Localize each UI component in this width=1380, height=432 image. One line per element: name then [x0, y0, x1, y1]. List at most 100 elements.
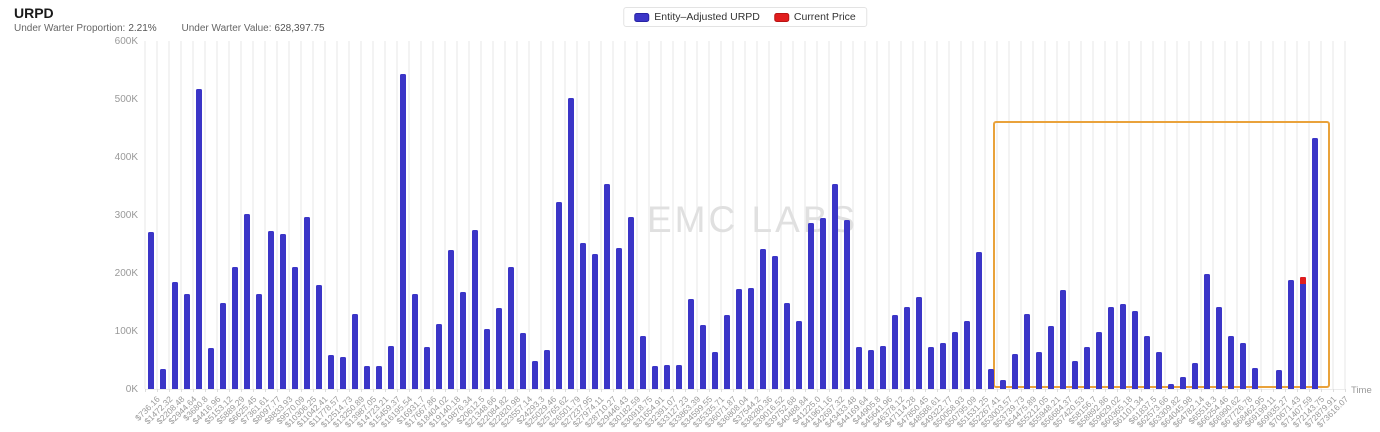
- urpd-bar[interactable]: [232, 267, 238, 389]
- urpd-bar[interactable]: [1240, 343, 1246, 389]
- urpd-bar[interactable]: [1000, 380, 1006, 389]
- urpd-bar[interactable]: [244, 213, 250, 389]
- urpd-bar[interactable]: [1084, 346, 1090, 389]
- urpd-bar[interactable]: [640, 336, 646, 389]
- urpd-bar[interactable]: [580, 243, 586, 389]
- urpd-bar[interactable]: [988, 369, 994, 389]
- urpd-bar[interactable]: [1216, 307, 1222, 389]
- urpd-bar[interactable]: [220, 303, 226, 389]
- urpd-bar[interactable]: [496, 307, 502, 389]
- urpd-bar[interactable]: [256, 294, 262, 389]
- urpd-bar[interactable]: [388, 345, 394, 389]
- urpd-bar[interactable]: [796, 320, 802, 389]
- urpd-bar[interactable]: [1108, 307, 1114, 389]
- urpd-bar[interactable]: [364, 365, 370, 389]
- urpd-bar[interactable]: [340, 357, 346, 389]
- urpd-bar[interactable]: [148, 232, 154, 389]
- urpd-bar[interactable]: [724, 315, 730, 389]
- urpd-bar[interactable]: [808, 222, 814, 389]
- urpd-bar[interactable]: [1168, 384, 1174, 389]
- urpd-bar[interactable]: [1228, 336, 1234, 389]
- urpd-bar[interactable]: [856, 346, 862, 389]
- urpd-bar[interactable]: [928, 346, 934, 389]
- urpd-bar[interactable]: [616, 248, 622, 389]
- urpd-bar[interactable]: [868, 349, 874, 389]
- urpd-bar[interactable]: [904, 306, 910, 389]
- legend-item-entity-adjusted-urpd[interactable]: Entity–Adjusted URPD: [634, 11, 760, 23]
- urpd-bar[interactable]: [892, 315, 898, 389]
- urpd-bar[interactable]: [508, 267, 514, 389]
- urpd-bar[interactable]: [688, 299, 694, 389]
- urpd-bar[interactable]: [1300, 277, 1306, 389]
- urpd-bar[interactable]: [652, 366, 658, 389]
- urpd-bar[interactable]: [844, 219, 850, 389]
- urpd-bar[interactable]: [1192, 363, 1198, 389]
- urpd-bar[interactable]: [436, 324, 442, 389]
- urpd-bar[interactable]: [1012, 353, 1018, 389]
- urpd-bar[interactable]: [1144, 335, 1150, 389]
- urpd-bar[interactable]: [760, 248, 766, 389]
- urpd-bar[interactable]: [604, 183, 610, 389]
- urpd-bar[interactable]: [676, 364, 682, 389]
- urpd-bar[interactable]: [1156, 352, 1162, 389]
- urpd-bar[interactable]: [1204, 274, 1210, 389]
- urpd-bar[interactable]: [1312, 137, 1318, 389]
- urpd-bar[interactable]: [328, 355, 334, 389]
- urpd-bar[interactable]: [1180, 377, 1186, 389]
- urpd-bar[interactable]: [1024, 314, 1030, 389]
- urpd-bar[interactable]: [628, 217, 634, 389]
- urpd-bar[interactable]: [832, 183, 838, 389]
- urpd-bar[interactable]: [352, 313, 358, 389]
- urpd-bar[interactable]: [424, 346, 430, 389]
- urpd-bar[interactable]: [460, 292, 466, 389]
- urpd-bar[interactable]: [208, 348, 214, 389]
- urpd-bar[interactable]: [304, 216, 310, 389]
- urpd-bar[interactable]: [712, 352, 718, 389]
- urpd-bar[interactable]: [472, 229, 478, 389]
- urpd-bar[interactable]: [1060, 290, 1066, 389]
- urpd-bar[interactable]: [292, 267, 298, 389]
- urpd-bar[interactable]: [700, 325, 706, 389]
- urpd-bar[interactable]: [952, 332, 958, 389]
- urpd-bar[interactable]: [484, 329, 490, 389]
- urpd-bar[interactable]: [748, 287, 754, 389]
- urpd-bar[interactable]: [964, 321, 970, 389]
- legend-item-current-price[interactable]: Current Price: [773, 11, 856, 23]
- urpd-bar[interactable]: [1132, 310, 1138, 389]
- urpd-bar[interactable]: [556, 201, 562, 389]
- urpd-bar[interactable]: [784, 302, 790, 389]
- urpd-bar[interactable]: [268, 231, 274, 389]
- urpd-bar[interactable]: [196, 89, 202, 389]
- urpd-bar[interactable]: [160, 368, 166, 389]
- urpd-bar[interactable]: [520, 333, 526, 389]
- urpd-bar[interactable]: [532, 360, 538, 389]
- urpd-bar[interactable]: [280, 234, 286, 389]
- urpd-bar[interactable]: [316, 284, 322, 389]
- urpd-bar[interactable]: [1120, 304, 1126, 389]
- urpd-bar[interactable]: [736, 289, 742, 389]
- urpd-bar[interactable]: [448, 249, 454, 389]
- urpd-bar[interactable]: [592, 254, 598, 389]
- urpd-bar[interactable]: [1252, 367, 1258, 389]
- urpd-bar[interactable]: [916, 297, 922, 389]
- urpd-bar[interactable]: [172, 281, 178, 389]
- urpd-bar[interactable]: [664, 365, 670, 389]
- urpd-bar[interactable]: [1036, 352, 1042, 389]
- urpd-bar[interactable]: [1288, 279, 1294, 389]
- urpd-bar[interactable]: [544, 349, 550, 389]
- urpd-bar[interactable]: [820, 218, 826, 389]
- urpd-bar[interactable]: [1276, 369, 1282, 389]
- grid-stripe: [420, 41, 422, 389]
- urpd-bar[interactable]: [1048, 326, 1054, 389]
- urpd-bar[interactable]: [184, 294, 190, 389]
- urpd-bar[interactable]: [412, 294, 418, 389]
- urpd-bar[interactable]: [940, 342, 946, 389]
- urpd-bar[interactable]: [976, 251, 982, 389]
- urpd-bar[interactable]: [1072, 361, 1078, 389]
- urpd-bar[interactable]: [568, 97, 574, 389]
- urpd-bar[interactable]: [1096, 331, 1102, 389]
- urpd-bar[interactable]: [400, 74, 406, 389]
- urpd-bar[interactable]: [880, 345, 886, 389]
- urpd-bar[interactable]: [376, 365, 382, 389]
- urpd-bar[interactable]: [772, 256, 778, 389]
